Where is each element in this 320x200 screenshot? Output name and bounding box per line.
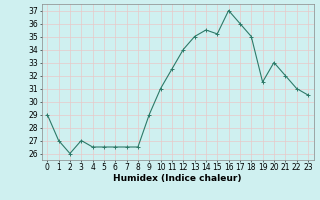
X-axis label: Humidex (Indice chaleur): Humidex (Indice chaleur) — [113, 174, 242, 183]
